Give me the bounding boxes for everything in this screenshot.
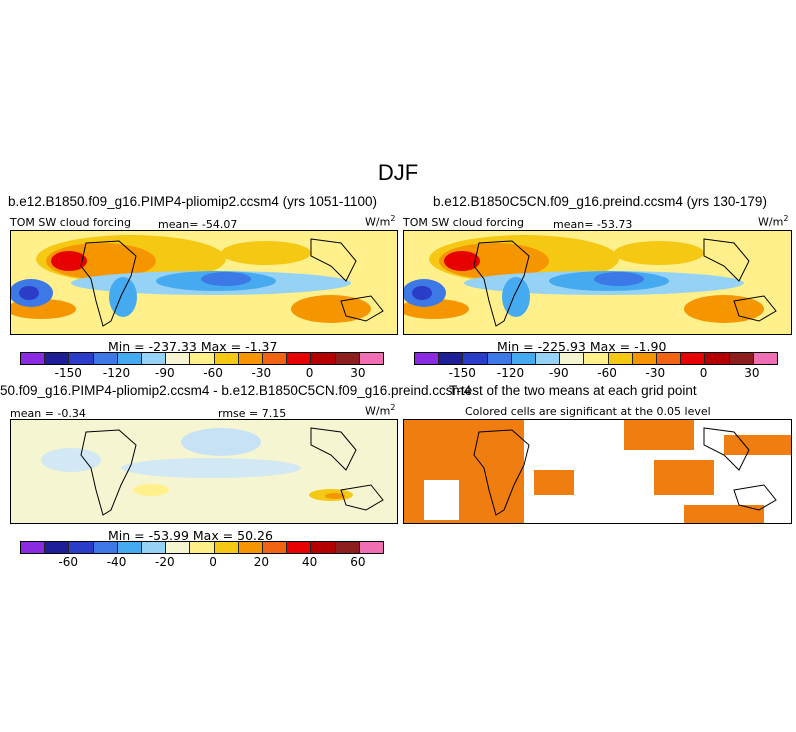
colorbar-swatch xyxy=(190,542,215,553)
colorbar-swatch xyxy=(263,542,288,553)
top-right-mean: mean= -53.73 xyxy=(553,218,633,231)
colorbar-tick-label: -40 xyxy=(106,555,127,569)
colorbar-swatch xyxy=(287,542,312,553)
colorbar-swatch xyxy=(142,542,167,553)
colorbar-tick-label: 60 xyxy=(350,555,366,569)
colorbar-swatch xyxy=(21,542,46,553)
top-right-variable: TOM SW cloud forcing xyxy=(403,216,524,229)
colorbar-swatch xyxy=(45,542,70,553)
bottom-left-header: 50.f09_g16.PIMP4-pliomip2.ccsm4 - b.e12.… xyxy=(0,383,472,398)
colorbar-swatch xyxy=(311,353,336,364)
colorbar-swatch xyxy=(214,542,239,553)
colorbar-swatch xyxy=(463,353,488,364)
colorbar-tick-label: 30 xyxy=(350,366,366,380)
colorbar-tick-label: -90 xyxy=(548,366,569,380)
top-right-map xyxy=(403,230,792,335)
bottom-left-mean: mean = -0.34 xyxy=(10,407,86,420)
colorbar-swatch xyxy=(311,542,336,553)
colorbar-swatch xyxy=(142,353,167,364)
colorbar-swatch xyxy=(166,353,191,364)
colorbar-swatch xyxy=(238,542,264,553)
colorbar-swatch xyxy=(359,353,384,364)
top-left-colorbar xyxy=(20,352,384,365)
top-right-units: W/m2 xyxy=(758,214,789,229)
bottom-left-rmse: rmse = 7.15 xyxy=(218,407,287,420)
colorbar-swatch xyxy=(511,353,537,364)
bottom-left-units: W/m2 xyxy=(365,403,396,418)
colorbar-tick-label: -150 xyxy=(448,366,476,380)
bottom-right-map xyxy=(403,419,792,524)
colorbar-swatch xyxy=(238,353,264,364)
colorbar-swatch xyxy=(415,353,440,364)
colorbar-swatch xyxy=(335,353,360,364)
bottom-right-header: T-test of the two means at each grid poi… xyxy=(449,383,697,398)
colorbar-swatch xyxy=(439,353,464,364)
colorbar-tick-label: -90 xyxy=(154,366,175,380)
page-title: DJF xyxy=(377,160,419,185)
top-left-header: b.e12.B1850.f09_g16.PIMP4-pliomip2.ccsm4… xyxy=(8,194,377,209)
colorbar-swatch xyxy=(681,353,706,364)
colorbar-swatch xyxy=(117,353,143,364)
colorbar-tick-label: 0 xyxy=(699,366,708,380)
top-right-header: b.e12.B1850C5CN.f09_g16.preind.ccsm4 (yr… xyxy=(433,194,767,209)
colorbar-tick-label: -20 xyxy=(154,555,175,569)
colorbar-swatch xyxy=(190,353,215,364)
colorbar-swatch xyxy=(359,542,384,553)
colorbar-tick-label: -30 xyxy=(251,366,272,380)
colorbar-swatch xyxy=(117,542,143,553)
colorbar-swatch xyxy=(21,353,46,364)
top-left-map xyxy=(10,230,398,335)
colorbar-tick-label: -60 xyxy=(597,366,617,380)
colorbar-swatch xyxy=(560,353,585,364)
colorbar-swatch xyxy=(263,353,288,364)
colorbar-swatch xyxy=(753,353,778,364)
colorbar-swatch xyxy=(705,353,730,364)
colorbar-swatch xyxy=(69,353,94,364)
colorbar-tick-label: -120 xyxy=(496,366,525,380)
colorbar-tick-label: 0 xyxy=(305,366,314,380)
colorbar-swatch xyxy=(69,542,94,553)
colorbar-swatch xyxy=(584,353,609,364)
colorbar-tick-label: -30 xyxy=(645,366,666,380)
colorbar-swatch xyxy=(632,353,658,364)
top-right-colorbar xyxy=(414,352,778,365)
colorbar-tick-label: 20 xyxy=(253,555,269,569)
colorbar-tick-label: -60 xyxy=(203,366,223,380)
bottom-left-minmax: Min = -53.99 Max = 50.26 xyxy=(108,528,273,543)
colorbar-swatch xyxy=(93,542,118,553)
colorbar-tick-label: 40 xyxy=(301,555,318,569)
colorbar-swatch xyxy=(214,353,239,364)
colorbar-tick-label: 0 xyxy=(209,555,217,569)
top-left-mean: mean= -54.07 xyxy=(158,218,238,231)
colorbar-swatch xyxy=(657,353,682,364)
top-right-minmax: Min = -225.93 Max = -1.90 xyxy=(497,339,667,354)
colorbar-swatch xyxy=(729,353,754,364)
colorbar-tick-label: 30 xyxy=(744,366,760,380)
colorbar-tick-label: -150 xyxy=(54,366,82,380)
top-left-units: W/m2 xyxy=(365,214,396,229)
bottom-right-subtitle: Colored cells are significant at the 0.0… xyxy=(465,405,711,418)
colorbar-swatch xyxy=(45,353,70,364)
colorbar-swatch xyxy=(608,353,633,364)
bottom-left-colorbar xyxy=(20,541,384,554)
bottom-left-map xyxy=(10,419,398,524)
colorbar-swatch xyxy=(287,353,312,364)
top-left-minmax: Min = -237.33 Max = -1.37 xyxy=(108,339,278,354)
colorbar-swatch xyxy=(536,353,561,364)
colorbar-swatch xyxy=(93,353,118,364)
colorbar-swatch xyxy=(335,542,360,553)
colorbar-swatch xyxy=(487,353,512,364)
top-left-variable: TOM SW cloud forcing xyxy=(10,216,131,229)
colorbar-swatch xyxy=(166,542,191,553)
colorbar-tick-label: -60 xyxy=(58,555,79,569)
colorbar-tick-label: -120 xyxy=(102,366,131,380)
